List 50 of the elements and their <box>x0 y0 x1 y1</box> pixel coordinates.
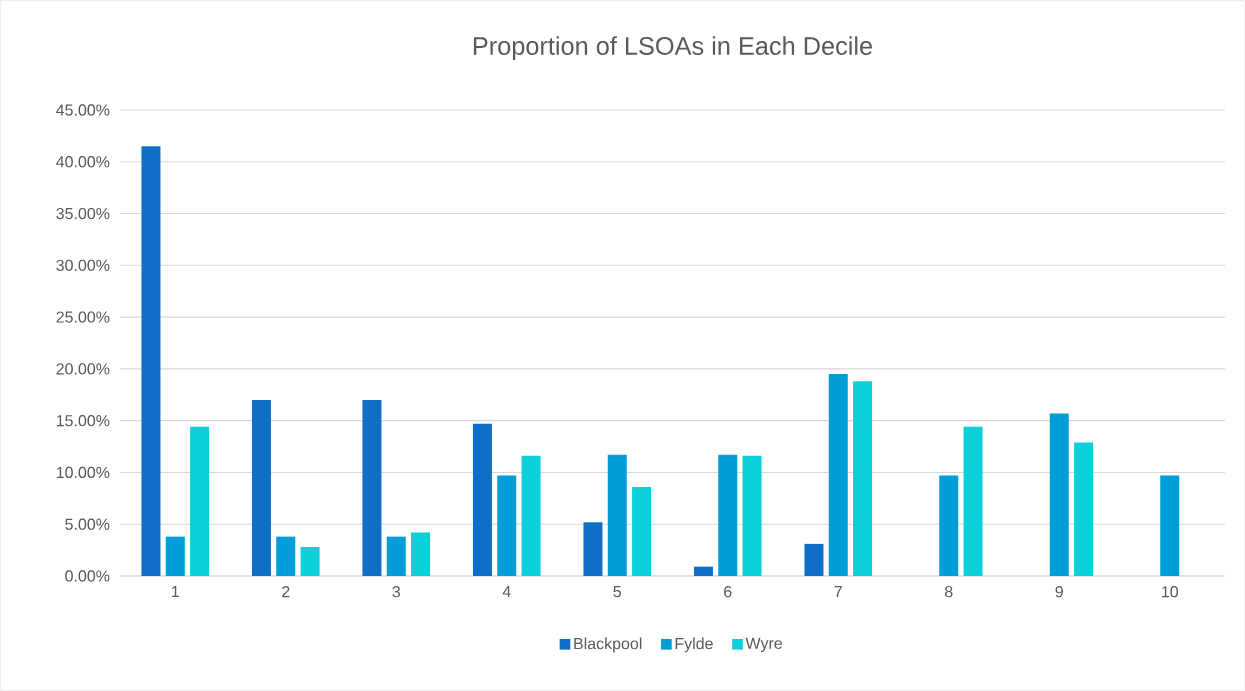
chart-title: Proportion of LSOAs in Each Decile <box>473 36 872 60</box>
x-tick-label: 6 <box>724 586 732 598</box>
bar <box>497 475 517 576</box>
x-tick-label: 8 <box>945 586 953 598</box>
bar <box>939 475 959 576</box>
bar <box>583 522 603 576</box>
y-tick-label: 45.00% <box>56 104 110 116</box>
bar <box>141 146 161 576</box>
bar <box>165 536 185 576</box>
y-tick-label: 30.00% <box>56 259 110 271</box>
legend-label: Fylde <box>675 637 713 653</box>
y-tick-label: 20.00% <box>56 363 110 375</box>
bar <box>718 454 738 576</box>
y-tick-label: 0.00% <box>65 570 110 582</box>
bar <box>742 455 762 576</box>
x-tick-label: 3 <box>392 586 401 598</box>
legend-label: Blackpool <box>574 637 642 653</box>
bar <box>853 381 873 576</box>
y-tick-label: 35.00% <box>56 207 110 220</box>
y-tick-label: 15.00% <box>56 415 110 427</box>
bar <box>276 536 296 576</box>
bar <box>386 536 406 576</box>
y-tick-label: 10.00% <box>56 466 110 479</box>
x-tick-label: 4 <box>502 586 511 598</box>
bar <box>607 454 627 576</box>
bar <box>804 543 824 576</box>
bar <box>963 426 983 576</box>
legend-label: Wyre <box>745 637 782 653</box>
x-tick-label: 1 <box>172 586 179 598</box>
x-tick-label: 5 <box>613 586 622 598</box>
x-tick-label: 10 <box>1162 586 1179 598</box>
x-tick-label: 9 <box>1055 586 1063 598</box>
bar <box>1049 413 1069 576</box>
bar <box>632 486 652 576</box>
bar <box>472 423 492 576</box>
bar <box>251 399 271 576</box>
bar <box>1160 475 1180 576</box>
bar <box>411 532 431 576</box>
bar <box>521 455 541 576</box>
x-tick-label: 7 <box>834 586 842 598</box>
bar <box>693 566 713 576</box>
bar <box>1074 442 1094 576</box>
y-tick-label: 5.00% <box>65 518 110 530</box>
bar <box>190 426 210 576</box>
y-tick-label: 40.00% <box>56 156 110 168</box>
x-tick-label: 2 <box>282 586 290 598</box>
bar <box>362 399 382 576</box>
bar <box>300 546 320 576</box>
bar <box>828 374 848 576</box>
y-tick-label: 25.00% <box>56 311 110 323</box>
